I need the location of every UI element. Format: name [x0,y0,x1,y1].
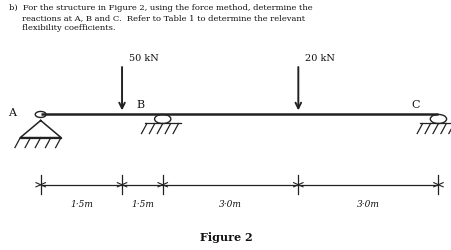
Text: reactions at A, B and C.  Refer to Table 1 to determine the relevant: reactions at A, B and C. Refer to Table … [9,14,304,22]
Text: 1·5m: 1·5m [131,199,153,208]
Text: C: C [411,100,419,110]
Text: B: B [136,100,144,110]
Text: 1·5m: 1·5m [70,199,92,208]
Text: 3·0m: 3·0m [356,199,379,208]
Text: 3·0m: 3·0m [219,199,241,208]
Text: b)  For the structure in Figure 2, using the force method, determine the: b) For the structure in Figure 2, using … [9,4,312,12]
Text: 50 kN: 50 kN [129,54,158,62]
Text: 20 kN: 20 kN [304,54,334,62]
Text: Figure 2: Figure 2 [199,232,252,242]
Text: A: A [8,108,16,118]
Text: flexibility coefficients.: flexibility coefficients. [9,24,115,32]
